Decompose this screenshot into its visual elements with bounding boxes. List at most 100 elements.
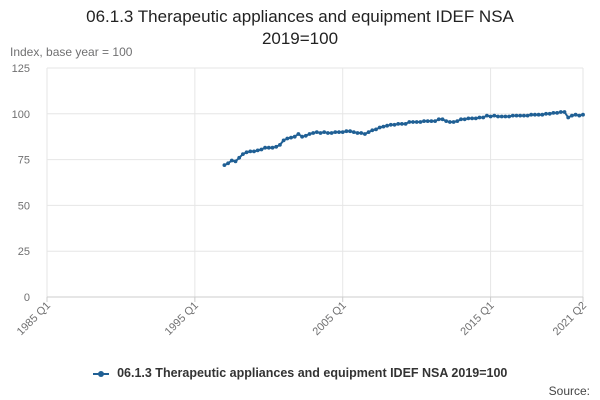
data-point bbox=[418, 120, 423, 124]
data-point bbox=[241, 152, 245, 157]
data-point bbox=[518, 113, 523, 118]
data-point bbox=[363, 132, 367, 136]
data-point bbox=[547, 111, 552, 116]
y-tick-label: 25 bbox=[18, 246, 30, 258]
legend-series-label: 06.1.3 Therapeutic appliances and equipm… bbox=[117, 366, 508, 380]
data-point bbox=[455, 119, 460, 123]
data-point bbox=[374, 127, 378, 132]
data-point bbox=[292, 134, 297, 139]
legend-series-marker bbox=[92, 369, 109, 379]
data-point bbox=[422, 119, 426, 123]
y-tick-label: 125 bbox=[12, 63, 30, 75]
data-point bbox=[329, 131, 334, 135]
data-point bbox=[248, 149, 253, 154]
y-axis-unit-label: Index, base year = 100 bbox=[10, 45, 133, 59]
data-point bbox=[540, 112, 545, 117]
data-point bbox=[436, 117, 441, 122]
data-point bbox=[433, 119, 437, 123]
data-point bbox=[388, 122, 393, 127]
data-point bbox=[581, 112, 585, 117]
data-point bbox=[311, 131, 316, 135]
data-point bbox=[507, 114, 511, 119]
x-tick-label: 2005 Q1 bbox=[311, 300, 349, 338]
data-point bbox=[496, 114, 500, 119]
data-point bbox=[252, 149, 256, 154]
data-point bbox=[529, 112, 534, 117]
y-tick-label: 50 bbox=[18, 200, 30, 212]
data-point bbox=[514, 113, 519, 118]
data-point bbox=[562, 110, 567, 114]
data-point bbox=[263, 145, 267, 150]
data-point bbox=[477, 115, 482, 120]
data-point bbox=[470, 116, 474, 121]
y-tick-label: 75 bbox=[18, 155, 30, 167]
chart-legend[interactable]: 06.1.3 Therapeutic appliances and equipm… bbox=[0, 366, 600, 380]
data-point bbox=[403, 122, 408, 126]
data-point bbox=[259, 147, 264, 152]
data-point bbox=[244, 150, 249, 155]
data-point bbox=[222, 163, 227, 168]
data-point bbox=[359, 131, 364, 135]
data-point bbox=[377, 125, 382, 130]
data-point bbox=[400, 122, 404, 126]
data-point bbox=[266, 145, 271, 150]
data-point bbox=[344, 129, 349, 134]
data-point bbox=[566, 115, 571, 120]
data-point bbox=[522, 113, 526, 118]
data-point bbox=[326, 131, 330, 135]
data-point bbox=[425, 119, 430, 123]
data-point bbox=[492, 113, 497, 118]
data-point bbox=[525, 113, 530, 118]
x-tick-label: 1995 Q1 bbox=[163, 300, 201, 338]
data-point bbox=[473, 116, 478, 121]
data-point bbox=[577, 113, 582, 118]
data-point bbox=[544, 111, 548, 116]
data-point bbox=[485, 113, 489, 118]
data-point bbox=[226, 161, 231, 166]
data-point bbox=[255, 148, 260, 153]
y-tick-label: 100 bbox=[12, 109, 30, 121]
data-point bbox=[333, 130, 338, 135]
data-point bbox=[366, 130, 371, 135]
chart-title-line-2: 2019=100 bbox=[261, 29, 339, 48]
data-point bbox=[348, 129, 352, 134]
data-point bbox=[533, 112, 537, 117]
data-point bbox=[555, 111, 559, 115]
y-tick-label: 0 bbox=[24, 292, 30, 304]
data-point bbox=[411, 120, 415, 124]
data-point bbox=[462, 117, 467, 122]
data-point bbox=[407, 120, 412, 124]
x-tick-label: 1985 Q1 bbox=[15, 300, 53, 338]
data-point bbox=[340, 130, 345, 135]
source-label: Source: bbox=[548, 384, 590, 398]
data-point bbox=[570, 113, 574, 118]
data-point bbox=[503, 114, 508, 119]
data-point bbox=[307, 132, 312, 136]
data-point bbox=[270, 145, 275, 150]
data-point bbox=[355, 131, 360, 135]
chart-title: 06.1.3 Therapeutic appliances and equipm… bbox=[0, 6, 600, 50]
data-point bbox=[466, 116, 471, 121]
data-point bbox=[318, 131, 323, 135]
data-point bbox=[444, 119, 449, 123]
data-point bbox=[303, 133, 308, 138]
data-point bbox=[289, 135, 293, 140]
data-point bbox=[573, 112, 578, 117]
data-point bbox=[337, 130, 341, 135]
data-point bbox=[448, 120, 452, 124]
data-point bbox=[322, 130, 327, 135]
chart-title-line-1: 06.1.3 Therapeutic appliances and equipm… bbox=[86, 7, 514, 26]
data-point bbox=[300, 134, 304, 139]
data-point bbox=[281, 138, 286, 143]
data-point bbox=[274, 144, 279, 149]
data-point bbox=[551, 111, 556, 115]
data-point bbox=[451, 120, 456, 124]
data-point bbox=[499, 114, 504, 119]
data-point bbox=[510, 113, 515, 118]
data-point bbox=[351, 130, 356, 135]
data-point bbox=[414, 120, 419, 124]
data-point bbox=[536, 112, 541, 117]
data-point bbox=[558, 110, 563, 114]
data-point bbox=[392, 122, 397, 127]
